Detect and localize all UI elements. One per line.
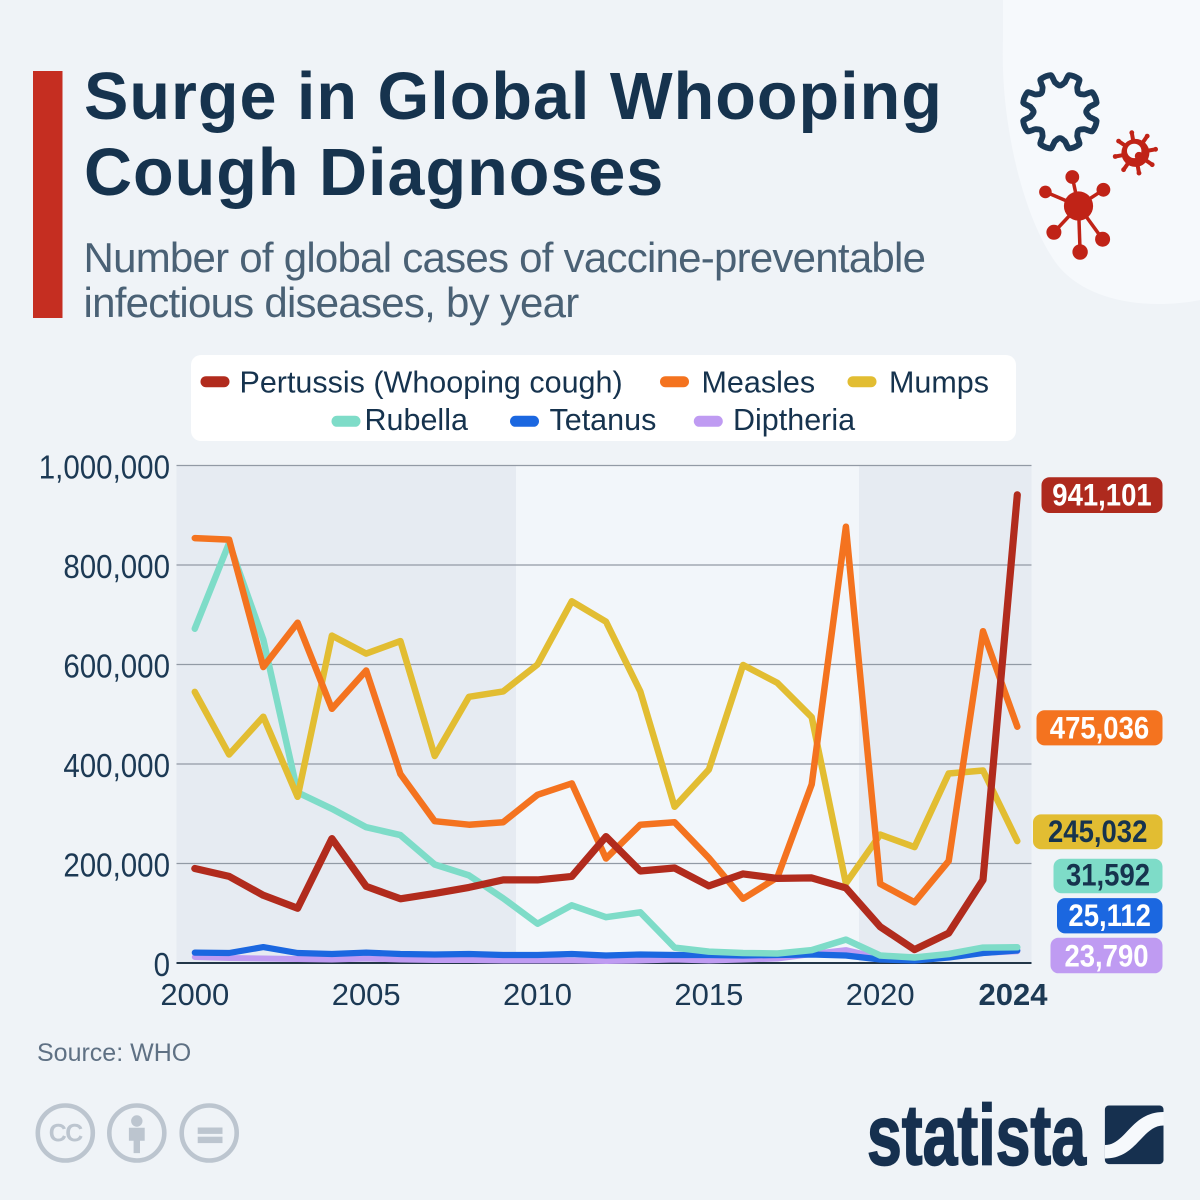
svg-text:2000: 2000 [160, 977, 229, 1012]
svg-text:245,032: 245,032 [1048, 815, 1147, 850]
svg-text:1,000,000: 1,000,000 [39, 449, 170, 486]
svg-text:statista: statista [867, 1089, 1087, 1184]
svg-text:2020: 2020 [846, 977, 915, 1012]
svg-text:Source: WHO: Source: WHO [37, 1039, 191, 1067]
svg-text:infectious diseases, by year: infectious diseases, by year [84, 279, 580, 326]
svg-text:475,036: 475,036 [1050, 711, 1149, 746]
svg-text:2024: 2024 [979, 977, 1049, 1012]
svg-text:941,101: 941,101 [1052, 478, 1151, 513]
svg-text:Tetanus: Tetanus [550, 403, 657, 437]
svg-text:Measles: Measles [702, 366, 816, 400]
svg-text:200,000: 200,000 [63, 847, 170, 884]
svg-text:Number of global cases of vacc: Number of global cases of vaccine-preven… [84, 234, 926, 281]
svg-text:Diptheria: Diptheria [733, 403, 855, 437]
svg-text:Pertussis (Whooping cough): Pertussis (Whooping cough) [240, 366, 623, 400]
svg-text:800,000: 800,000 [63, 549, 170, 586]
svg-text:25,112: 25,112 [1068, 898, 1151, 933]
svg-text:600,000: 600,000 [63, 648, 170, 685]
svg-text:Cough Diagnoses: Cough Diagnoses [84, 136, 664, 210]
svg-text:2005: 2005 [332, 977, 401, 1012]
svg-text:2015: 2015 [674, 977, 743, 1012]
svg-text:2010: 2010 [503, 977, 572, 1012]
svg-text:31,592: 31,592 [1066, 858, 1150, 893]
svg-text:Rubella: Rubella [365, 403, 468, 437]
svg-text:Mumps: Mumps [889, 366, 989, 400]
svg-text:Surge in Global Whooping: Surge in Global Whooping [84, 60, 943, 134]
svg-text:CC: CC [49, 1120, 84, 1148]
svg-text:400,000: 400,000 [63, 748, 170, 785]
svg-text:0: 0 [154, 947, 170, 984]
svg-text:23,790: 23,790 [1064, 939, 1148, 974]
